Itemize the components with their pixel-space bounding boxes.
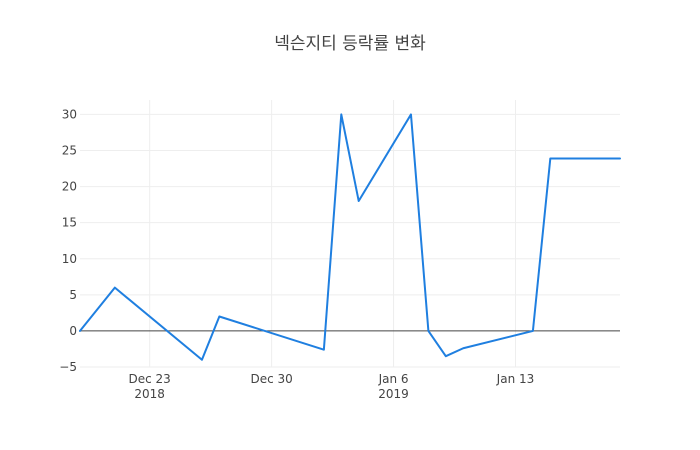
x-tick-year-label: 2019 xyxy=(378,387,409,401)
chart-title: 넥슨지티 등락률 변화 xyxy=(274,34,426,54)
series-group xyxy=(79,113,621,361)
y-tick-label: 0 xyxy=(69,324,77,338)
y-tick-label: 20 xyxy=(62,180,77,194)
x-tick-label: Dec 23 xyxy=(129,372,171,386)
x-tick-label: Jan 13 xyxy=(496,372,535,386)
y-tick-label: 25 xyxy=(62,144,77,158)
x-tick-label: Dec 30 xyxy=(250,372,292,386)
y-tick-label: −5 xyxy=(59,360,77,374)
y-tick-label: 10 xyxy=(62,252,77,266)
x-tick-year-label: 2018 xyxy=(134,387,165,401)
y-tick-label: 30 xyxy=(62,107,77,121)
x-tick-label: Jan 6 xyxy=(378,372,409,386)
y-axis-ticks: −5 0 5 10 15 20 25 30 xyxy=(59,107,77,374)
grid xyxy=(80,100,620,368)
y-tick-label: 5 xyxy=(69,288,77,302)
y-tick-label: 15 xyxy=(62,216,77,230)
series-line xyxy=(79,113,621,361)
